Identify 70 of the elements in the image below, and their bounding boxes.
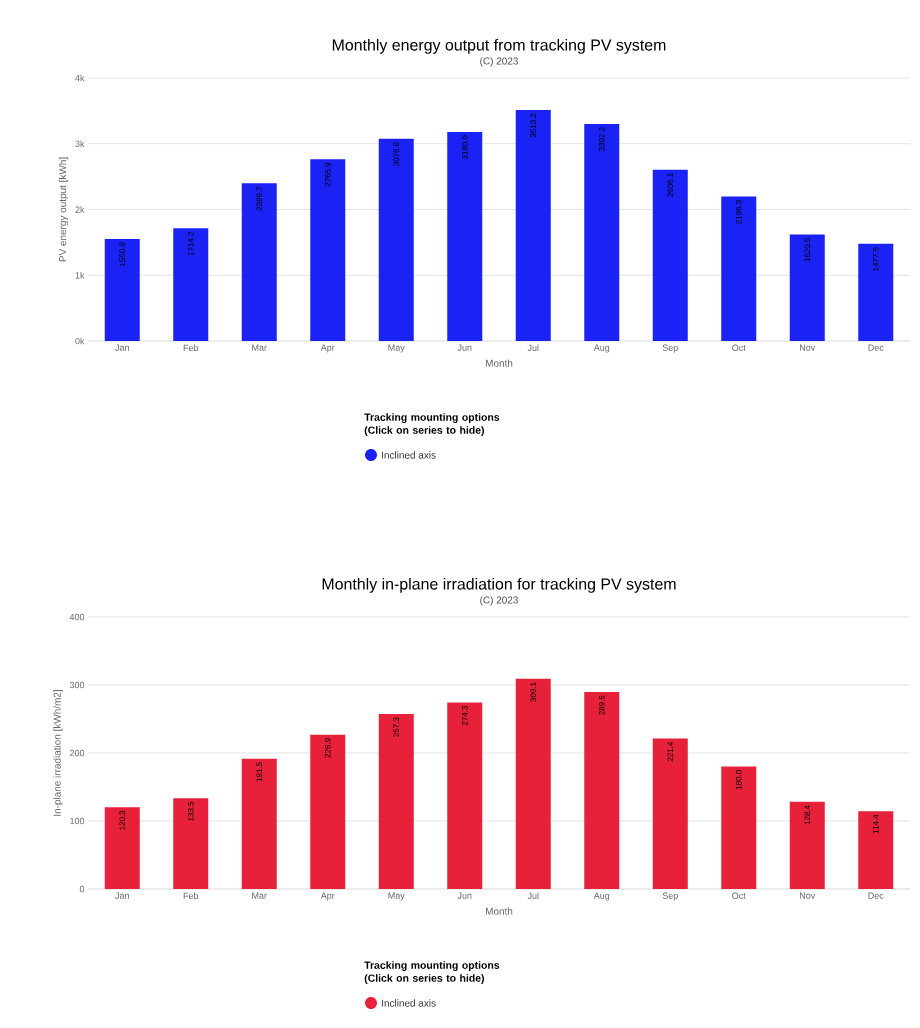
bar bbox=[721, 766, 757, 890]
x-tick-label: May bbox=[388, 344, 405, 353]
x-tick-label: Mar bbox=[252, 892, 267, 899]
y-tick-label: 100 bbox=[70, 817, 85, 825]
chart-subtitle: (C) 2023 bbox=[480, 57, 518, 67]
y-tick-label: 3k bbox=[75, 140, 85, 148]
x-axis-title: Month bbox=[485, 907, 513, 915]
x-tick-label: Jun bbox=[457, 892, 472, 899]
legend-label: Inclined axis bbox=[382, 999, 436, 1007]
x-tick-label: Aug bbox=[593, 344, 610, 353]
bar bbox=[858, 243, 894, 341]
bar bbox=[104, 807, 140, 890]
chart-subtitle: (C) 2023 bbox=[480, 596, 518, 606]
bar bbox=[858, 811, 894, 890]
y-axis-title: In-plane irradiation [kWh/m2] bbox=[53, 690, 63, 816]
x-tick-label: Apr bbox=[320, 892, 335, 901]
legend-label: Inclined axis bbox=[382, 451, 436, 459]
bar bbox=[173, 798, 209, 890]
x-tick-label: Feb bbox=[183, 892, 199, 900]
x-tick-label: Mar bbox=[252, 344, 267, 351]
bar bbox=[652, 169, 688, 341]
x-tick-label: Jul bbox=[527, 344, 539, 352]
y-tick-label: 400 bbox=[69, 613, 85, 621]
x-tick-label: Dec bbox=[868, 344, 884, 351]
bar bbox=[652, 738, 688, 890]
x-tick-label: Apr bbox=[320, 344, 335, 353]
bar bbox=[104, 239, 140, 341]
y-axis-title: PV energy output [kWh] bbox=[58, 157, 69, 262]
bar bbox=[310, 159, 346, 341]
x-tick-label: Jun bbox=[457, 344, 472, 351]
x-tick-label: Nov bbox=[800, 892, 816, 899]
chart-title: Monthly energy output from tracking PV system bbox=[332, 38, 666, 54]
legend-title: Tracking mounting options (Click on series to hide) bbox=[364, 413, 500, 436]
y-tick-label: 0 bbox=[79, 885, 85, 893]
bar bbox=[789, 234, 825, 341]
bar bbox=[515, 678, 551, 890]
bar bbox=[584, 692, 620, 890]
x-tick-label: Dec bbox=[868, 892, 884, 899]
x-tick-label: Jan bbox=[115, 892, 129, 899]
x-axis-title: Month bbox=[485, 359, 513, 367]
x-tick-label: Feb bbox=[183, 344, 199, 352]
x-tick-label: Oct bbox=[732, 344, 746, 351]
bar bbox=[241, 758, 277, 890]
y-tick-label: 1k bbox=[75, 272, 85, 279]
bar bbox=[173, 228, 209, 341]
bar bbox=[378, 714, 414, 890]
x-tick-label: Jan bbox=[115, 344, 129, 351]
chart-title: Monthly in-plane irradiation for tracking PV system bbox=[322, 577, 676, 593]
y-tick-label: 200 bbox=[69, 749, 85, 757]
x-tick-label: Sep bbox=[662, 892, 678, 901]
bar bbox=[789, 801, 825, 890]
bar bbox=[447, 702, 483, 890]
bar bbox=[241, 183, 277, 341]
x-tick-label: Nov bbox=[800, 344, 816, 351]
bar bbox=[515, 110, 551, 341]
x-tick-label: Oct bbox=[732, 892, 746, 899]
y-tick-label: 0k bbox=[75, 337, 85, 345]
bar bbox=[378, 138, 414, 341]
bar bbox=[721, 196, 757, 341]
x-tick-label: Aug bbox=[593, 892, 610, 901]
y-tick-label: 2k bbox=[75, 206, 85, 213]
bar bbox=[310, 734, 346, 890]
legend-title: Tracking mounting options (Click on series to hide) bbox=[364, 961, 500, 984]
y-tick-label: 4k bbox=[75, 74, 85, 82]
x-tick-label: May bbox=[388, 892, 405, 901]
bar bbox=[447, 131, 483, 341]
y-tick-label: 300 bbox=[69, 681, 85, 689]
bar bbox=[584, 123, 620, 341]
x-tick-label: Sep bbox=[662, 344, 678, 353]
x-tick-label: Jul bbox=[527, 892, 539, 900]
